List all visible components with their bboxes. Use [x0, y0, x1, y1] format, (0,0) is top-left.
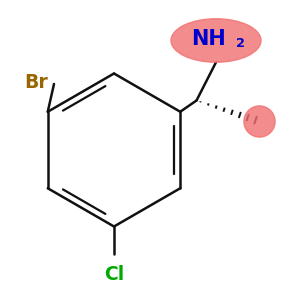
Ellipse shape	[171, 19, 261, 62]
Text: Br: Br	[24, 73, 48, 92]
Circle shape	[244, 106, 275, 137]
Text: 2: 2	[236, 37, 245, 50]
Text: NH: NH	[191, 29, 226, 49]
Text: Cl: Cl	[104, 265, 124, 284]
